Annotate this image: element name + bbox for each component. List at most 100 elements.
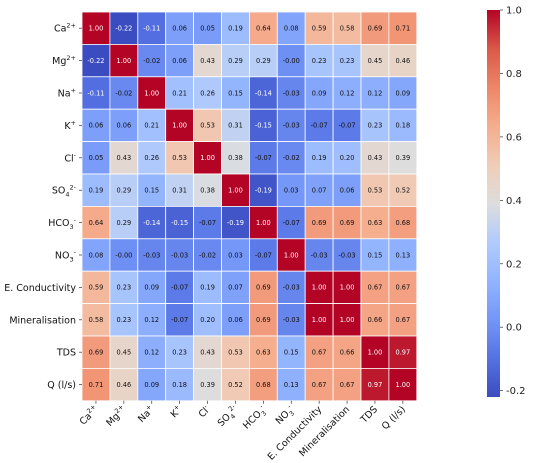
cell-value-r10-c6: 0.63 <box>256 349 271 357</box>
cell-value-r3-c9: -0.07 <box>339 122 356 130</box>
cell-value-r5-c7: 0.03 <box>284 187 299 195</box>
heatmap-cell-r4-c5 <box>221 141 250 175</box>
x-label-mineralisation: Mineralisation <box>297 404 352 459</box>
heatmap-cell-r8-c5 <box>221 270 250 305</box>
cell-value-r6-c2: -0.14 <box>143 219 160 227</box>
cell-value-r2-c2: 1.00 <box>144 89 159 97</box>
cell-value-r0-c7: 0.08 <box>284 25 299 33</box>
cell-value-r11-c0: 0.71 <box>89 381 104 389</box>
x-axis-labels: Ca2+Mg2+ Na+K+ Cl-SO42-HCO3-NO3-E. Conduct… <box>76 400 408 463</box>
cell-value-r0-c8: 0.59 <box>312 25 327 33</box>
y-label-na: Na+ <box>58 87 76 100</box>
cell-value-r9-c7: -0.03 <box>283 316 300 324</box>
y-label-mineralisation: Mineralisation <box>9 315 76 326</box>
cell-value-r11-c9: 0.67 <box>340 381 355 389</box>
heatmap-cell-r10-c2 <box>137 335 167 369</box>
heatmap-cell-r7-c11 <box>388 238 418 272</box>
cell-value-r10-c8: 0.67 <box>312 349 327 357</box>
cell-value-r9-c11: 0.67 <box>396 316 411 324</box>
heatmap-cell-r6-c8 <box>304 205 334 240</box>
cell-value-r1-c0: -0.22 <box>87 57 104 65</box>
heatmap-cell-r0-c1 <box>109 11 139 45</box>
cell-value-r11-c4: 0.39 <box>200 381 215 389</box>
heatmap-cell-r11-c5 <box>221 367 250 402</box>
heatmap-cell-r4-c4 <box>193 141 222 175</box>
heatmap-cell-r8-c6 <box>248 270 278 305</box>
heatmap-cell-r4-c0 <box>81 141 111 175</box>
heatmap-cell-r4-c1 <box>109 141 139 175</box>
y-label-mg2: Mg2+ <box>52 54 76 67</box>
heatmap-cell-r7-c2 <box>137 238 167 272</box>
heatmap-cell-r3-c0 <box>81 108 111 142</box>
cell-value-r10-c3: 0.23 <box>172 349 187 357</box>
heatmap-cell-r10-c1 <box>109 335 139 369</box>
cell-value-r10-c7: 0.15 <box>284 349 299 357</box>
heatmap-cell-r6-c3 <box>165 205 194 240</box>
cell-value-r9-c9: 1.00 <box>340 316 355 324</box>
heatmap-cell-r6-c2 <box>137 205 167 240</box>
heatmap-cell-r0-c5 <box>221 11 250 45</box>
heatmap-cell-r9-c11 <box>388 303 418 337</box>
cell-value-r7-c4: -0.02 <box>199 251 216 259</box>
heatmap-cell-r1-c10 <box>360 44 390 78</box>
heatmap-cell-r9-c3 <box>165 303 194 337</box>
heatmap-cell-r9-c9 <box>332 303 362 337</box>
cell-value-r0-c5: 0.19 <box>228 25 243 33</box>
cell-value-r10-c2: 0.12 <box>144 349 159 357</box>
cell-value-r11-c2: 0.09 <box>144 381 159 389</box>
cell-value-r3-c7: -0.03 <box>283 122 300 130</box>
heatmap-cell-r2-c2 <box>137 76 167 110</box>
cell-value-r6-c8: 0.69 <box>312 219 327 227</box>
cell-value-r9-c6: 0.69 <box>256 316 271 324</box>
cell-value-r8-c3: -0.07 <box>171 284 188 292</box>
x-label-mg2: Mg2+ <box>103 403 129 429</box>
cell-value-r2-c0: -0.11 <box>87 89 104 97</box>
heatmap-cell-r4-c6 <box>248 141 278 175</box>
cell-value-r6-c0: 0.64 <box>89 219 104 227</box>
cell-value-r9-c10: 0.66 <box>368 316 383 324</box>
cell-value-r2-c10: 0.12 <box>368 89 383 97</box>
cell-value-r11-c7: 0.13 <box>284 381 299 389</box>
cell-value-r7-c11: 0.13 <box>396 251 411 259</box>
cell-value-r3-c0: 0.06 <box>89 122 104 130</box>
heatmap-cell-r1-c6 <box>248 44 278 78</box>
heatmap-cell-r4-c10 <box>360 141 390 175</box>
cell-value-r10-c11: 0.97 <box>396 349 411 357</box>
cell-value-r3-c10: 0.23 <box>368 122 383 130</box>
cell-value-r7-c0: 0.08 <box>89 251 104 259</box>
cell-value-r6-c1: 0.29 <box>117 219 132 227</box>
cell-value-r2-c6: -0.14 <box>255 89 272 97</box>
cell-value-r10-c0: 0.69 <box>89 349 104 357</box>
cell-value-r5-c0: 0.19 <box>89 187 104 195</box>
cell-value-r1-c10: 0.45 <box>368 57 383 65</box>
cell-value-r7-c1: -0.00 <box>115 251 132 259</box>
cell-value-r0-c9: 0.58 <box>340 25 355 33</box>
heatmap-cell-r7-c3 <box>165 238 194 272</box>
cell-value-r5-c4: 0.38 <box>200 187 215 195</box>
cell-value-r1-c5: 0.29 <box>228 57 243 65</box>
cell-value-r3-c4: 0.53 <box>200 122 215 130</box>
heatmap-cell-r6-c4 <box>193 205 222 240</box>
heatmap-cell-r3-c11 <box>388 108 418 142</box>
colorbar-tick-label-6: 1.0 <box>506 6 522 17</box>
y-label-ca2: Ca2+ <box>54 22 76 35</box>
x-label-so42: SO42- <box>214 402 242 430</box>
cell-value-r0-c11: 0.71 <box>396 25 411 33</box>
y-label-so42: SO42- <box>52 184 77 199</box>
cell-value-r0-c2: -0.11 <box>143 25 160 33</box>
x-label-ca2: Ca2+ <box>76 403 101 428</box>
cell-value-r5-c8: 0.07 <box>312 187 327 195</box>
cell-value-r5-c3: 0.31 <box>172 187 187 195</box>
cell-value-r11-c6: 0.68 <box>256 381 271 389</box>
heatmap-cell-r5-c7 <box>276 173 306 207</box>
heatmap-cells: 1.00 -0.22 -0.11 0.06 0.05 0.19 0.64 0.08 0.59 0.… <box>81 11 418 402</box>
cell-value-r5-c6: -0.19 <box>255 187 272 195</box>
cell-value-r8-c7: -0.03 <box>283 284 300 292</box>
cell-value-r1-c9: 0.23 <box>340 57 355 65</box>
cell-value-r1-c4: 0.43 <box>200 57 215 65</box>
cell-value-r9-c5: 0.06 <box>228 316 243 324</box>
cell-value-r9-c2: 0.12 <box>144 316 159 324</box>
heatmap-cell-r0-c11 <box>388 11 418 45</box>
cell-value-r6-c10: 0.63 <box>368 219 383 227</box>
cell-value-r11-c11: 1.00 <box>396 381 411 389</box>
